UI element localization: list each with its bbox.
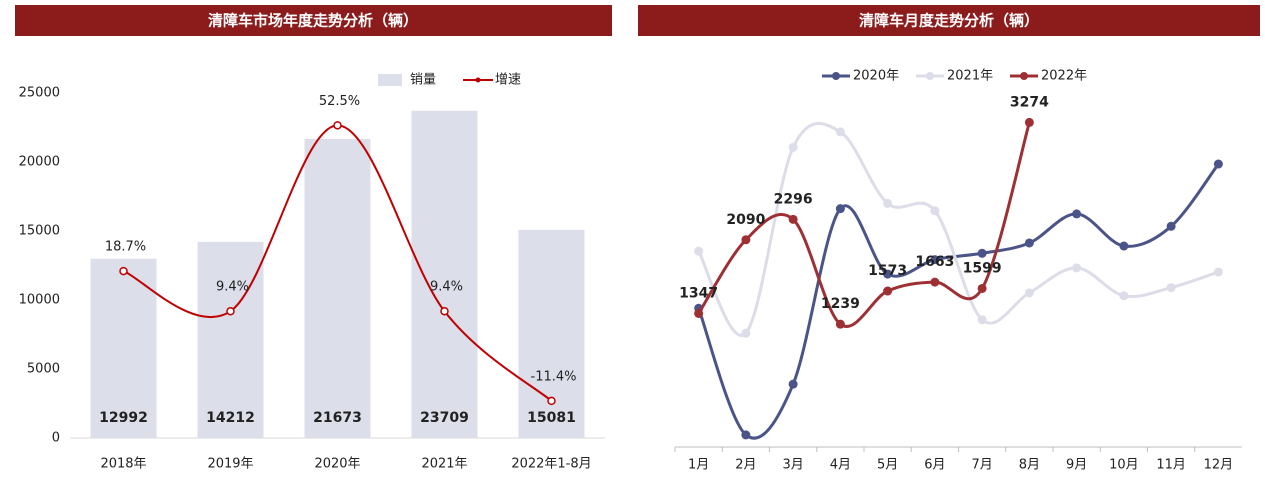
series-line bbox=[697, 121, 1031, 328]
x-tick-label: 7月 bbox=[971, 458, 992, 473]
data-label: 18.7% bbox=[105, 240, 146, 255]
legend-label: 2020年 bbox=[853, 69, 899, 84]
point bbox=[835, 127, 845, 137]
point bbox=[788, 142, 798, 152]
x-tick-label: 2020年 bbox=[314, 457, 360, 472]
point bbox=[883, 286, 893, 296]
y-tick-label: 20000 bbox=[19, 155, 60, 170]
x-tick-label: 2019年 bbox=[207, 457, 253, 472]
data-label: 1239 bbox=[821, 296, 860, 312]
point bbox=[333, 121, 342, 130]
chart-title: 清障车市场年度走势分析（辆） bbox=[208, 12, 418, 30]
legend-label: 2021年 bbox=[947, 69, 993, 84]
legend-swatch bbox=[926, 72, 934, 80]
data-label: 1347 bbox=[679, 285, 718, 301]
data-label: 12992 bbox=[99, 410, 148, 426]
x-tick-label: 11月 bbox=[1156, 458, 1186, 473]
x-tick-label: 1月 bbox=[688, 458, 709, 473]
data-label: 1599 bbox=[963, 260, 1002, 276]
legend-swatch bbox=[1020, 72, 1028, 80]
point bbox=[226, 306, 235, 316]
data-label: 1663 bbox=[915, 254, 954, 270]
point bbox=[1024, 238, 1034, 248]
x-tick-label: 2月 bbox=[735, 458, 756, 473]
bar bbox=[90, 258, 157, 438]
chart-title: 清障车月度走势分析（辆） bbox=[859, 12, 1039, 30]
point bbox=[835, 204, 845, 214]
data-label: 9.4% bbox=[216, 280, 249, 295]
point bbox=[835, 319, 845, 329]
data-label: -11.4% bbox=[531, 369, 577, 384]
bar bbox=[518, 229, 585, 438]
data-label: 52.5% bbox=[319, 94, 360, 109]
legend-swatch bbox=[475, 77, 481, 83]
point bbox=[1072, 209, 1082, 219]
y-tick-label: 5000 bbox=[27, 362, 60, 377]
point bbox=[741, 328, 751, 338]
y-tick-label: 25000 bbox=[19, 86, 60, 101]
bar bbox=[197, 241, 264, 438]
data-label: 1573 bbox=[868, 263, 907, 279]
title-bar bbox=[638, 5, 1260, 36]
point bbox=[1213, 159, 1223, 169]
legend-swatch bbox=[832, 72, 840, 80]
bar bbox=[411, 110, 478, 439]
data-label: 2090 bbox=[726, 212, 765, 228]
point bbox=[1072, 263, 1082, 273]
point bbox=[694, 308, 704, 318]
y-tick-label: 15000 bbox=[19, 224, 60, 239]
point bbox=[883, 198, 893, 208]
point bbox=[741, 235, 751, 245]
y-tick-label: 10000 bbox=[19, 293, 60, 308]
data-label: 23709 bbox=[420, 410, 469, 426]
data-label: 3274 bbox=[1010, 94, 1049, 110]
x-tick-label: 2018年 bbox=[100, 457, 146, 472]
x-tick-label: 2021年 bbox=[421, 457, 467, 472]
point bbox=[440, 306, 449, 316]
point bbox=[741, 430, 751, 440]
x-tick-label: 8月 bbox=[1019, 458, 1040, 473]
point bbox=[1166, 283, 1176, 293]
point bbox=[1119, 291, 1129, 301]
point bbox=[694, 246, 704, 256]
data-label: 2296 bbox=[774, 191, 813, 207]
point bbox=[1119, 241, 1129, 251]
y-tick-label: 0 bbox=[52, 431, 60, 446]
point bbox=[119, 266, 128, 276]
point bbox=[788, 214, 798, 224]
x-tick-label: 10月 bbox=[1109, 458, 1139, 473]
legend-label: 销量 bbox=[410, 73, 436, 88]
legend-label: 2022年 bbox=[1041, 69, 1087, 84]
point bbox=[788, 379, 798, 389]
point bbox=[1024, 288, 1034, 298]
legend-swatch bbox=[378, 74, 402, 86]
data-label: 15081 bbox=[527, 410, 576, 426]
point bbox=[1024, 117, 1034, 127]
x-tick-label: 5月 bbox=[877, 458, 898, 473]
point bbox=[977, 248, 987, 258]
legend-label: 增速 bbox=[495, 73, 521, 88]
point bbox=[977, 315, 987, 325]
x-tick-label: 9月 bbox=[1066, 458, 1087, 473]
x-tick-label: 2022年1-8月 bbox=[511, 457, 591, 472]
point bbox=[930, 206, 940, 216]
x-tick-label: 12月 bbox=[1204, 458, 1234, 473]
point bbox=[930, 277, 940, 287]
point bbox=[977, 283, 987, 293]
x-tick-label: 4月 bbox=[830, 458, 851, 473]
data-label: 21673 bbox=[313, 410, 362, 426]
point bbox=[930, 255, 940, 265]
series-line bbox=[697, 121, 1219, 337]
data-label: 9.4% bbox=[430, 280, 463, 295]
title-bar bbox=[15, 5, 612, 36]
point bbox=[1213, 267, 1223, 277]
point bbox=[883, 269, 893, 279]
point bbox=[547, 396, 556, 406]
x-tick-label: 3月 bbox=[782, 458, 803, 473]
bar bbox=[304, 138, 371, 438]
point bbox=[1166, 221, 1176, 231]
data-label: 14212 bbox=[206, 410, 255, 426]
x-tick-label: 6月 bbox=[924, 458, 945, 473]
